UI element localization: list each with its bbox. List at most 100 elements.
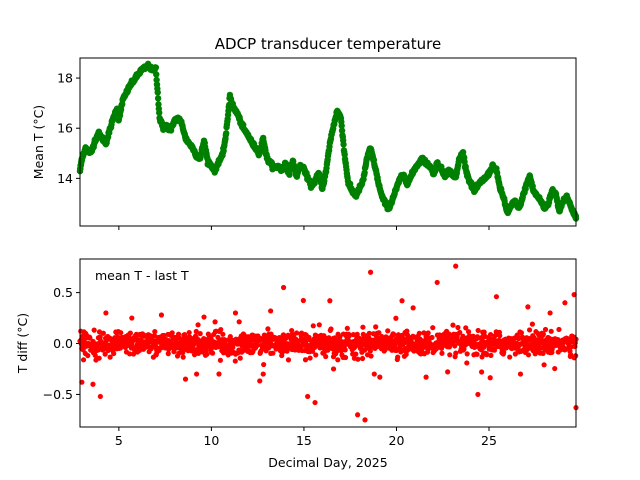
bottom-outlier-point: [367, 269, 374, 275]
bottom-data-point: [376, 330, 382, 336]
bottom-outlier-point: [517, 371, 524, 377]
bottom-data-point: [542, 326, 549, 333]
bottom-data-point: [452, 343, 458, 349]
bottom-data-point: [107, 354, 113, 360]
bottom-data-point: [450, 322, 456, 328]
bottom-data-point: [193, 328, 199, 335]
bottom-data-point: [111, 350, 117, 357]
bottom-outlier-point: [232, 310, 239, 316]
bottom-data-point: [169, 330, 175, 336]
bottom-data-point: [501, 349, 507, 355]
bottom-data-point: [180, 354, 186, 360]
bottom-data-point: [403, 351, 409, 358]
bottom-outlier-point: [547, 310, 553, 316]
bottom-data-point: [265, 326, 271, 332]
bottom-outlier-point: [305, 393, 311, 400]
bottom-data-point: [416, 330, 422, 336]
top-data-point: [153, 71, 160, 78]
bottom-data-point: [507, 354, 513, 360]
bottom-data-point: [181, 331, 188, 338]
bottom-data-point: [487, 375, 493, 381]
bottom-outlier-point: [399, 298, 405, 304]
bottom-data-point: [484, 352, 490, 358]
x-tick-label: 25: [481, 433, 497, 448]
bottom-data-point: [344, 325, 350, 331]
bottom-data-point: [87, 335, 93, 341]
bottom-data-point: [568, 352, 574, 358]
top-data-point: [154, 95, 162, 102]
bottom-data-point: [526, 327, 533, 333]
bottom-data-point: [176, 350, 182, 356]
bottom-data-point: [439, 350, 445, 356]
bottom-data-point: [475, 327, 481, 334]
bottom-data-point: [529, 321, 535, 327]
bottom-data-point: [373, 324, 379, 330]
bottom-outlier-point: [260, 371, 266, 377]
bottom-data-point: [302, 357, 309, 363]
x-axis-label: Decimal Day, 2025: [268, 455, 387, 470]
bottom-data-point: [313, 352, 319, 358]
bottom-panel: −0.5 0.0 0.5 5 10 15 20 25 mean T - last T T d…: [15, 258, 579, 470]
bottom-data-point: [525, 352, 532, 358]
bottom-outlier-point: [493, 294, 500, 300]
bottom-data-point: [425, 330, 431, 336]
top-axes-frame: [79, 57, 577, 227]
y-tick-label: 0.0: [53, 336, 73, 351]
bottom-outlier-point: [410, 305, 416, 311]
bottom-outlier-point: [475, 391, 481, 398]
y-tick-label: 14: [57, 171, 73, 186]
bottom-outlier-point: [362, 417, 368, 423]
bottom-data-point: [355, 356, 361, 362]
bottom-data-point: [548, 328, 554, 334]
bottom-data-point: [568, 344, 574, 350]
bottom-data-point: [161, 332, 167, 339]
top-x-axis: [118, 226, 490, 230]
bottom-data-point: [391, 331, 397, 338]
bottom-data-point: [540, 331, 546, 337]
bottom-data-point: [360, 324, 366, 330]
bottom-data-point: [210, 350, 216, 356]
bottom-data-point: [152, 328, 158, 335]
bottom-outlier-point: [312, 399, 318, 406]
x-tick-label: 5: [115, 433, 123, 448]
top-data-point: [152, 64, 160, 71]
top-data-point: [223, 130, 230, 137]
bottom-data-point: [366, 330, 372, 336]
bottom-data-point: [335, 357, 341, 363]
top-y-axis: 14 16 18: [57, 71, 80, 186]
bottom-data-point: [518, 330, 525, 336]
bottom-data-point: [430, 325, 436, 331]
bottom-data-point: [218, 327, 224, 333]
top-data-point: [153, 76, 160, 84]
top-data-point: [338, 127, 346, 134]
top-panel: 14 16 18 Mean T (°C): [31, 57, 580, 230]
bottom-outlier-point: [90, 381, 96, 387]
bottom-outlier-point: [371, 371, 377, 377]
bottom-outlier-point: [79, 379, 85, 385]
bottom-outlier-point: [327, 298, 333, 304]
bottom-data-point: [404, 328, 410, 334]
bottom-data-point: [186, 329, 192, 336]
bottom-data-point: [474, 351, 480, 357]
bottom-data-point: [342, 347, 348, 353]
bottom-data-point: [102, 351, 108, 357]
bottom-data-point: [497, 333, 503, 339]
bottom-data-point: [552, 365, 558, 372]
bottom-data-point: [294, 330, 300, 336]
bottom-data-point: [309, 348, 316, 354]
bottom-outlier-point: [201, 314, 207, 320]
y-tick-label: 16: [57, 121, 73, 136]
bottom-data-point: [395, 354, 401, 360]
bottom-data-point: [96, 329, 103, 335]
bottom-data-point: [337, 334, 343, 340]
bottom-outlier-point: [377, 374, 383, 380]
bottom-data-point: [127, 351, 133, 357]
bottom-data-point: [541, 362, 547, 368]
bottom-data-point: [463, 325, 469, 331]
bottom-data-point: [100, 330, 106, 336]
bottom-outlier-point: [194, 371, 200, 377]
bottom-data-point: [310, 323, 316, 329]
bottom-data-point: [429, 334, 435, 341]
bottom-data-point: [367, 348, 373, 354]
bottom-axes-frame: [79, 258, 577, 428]
